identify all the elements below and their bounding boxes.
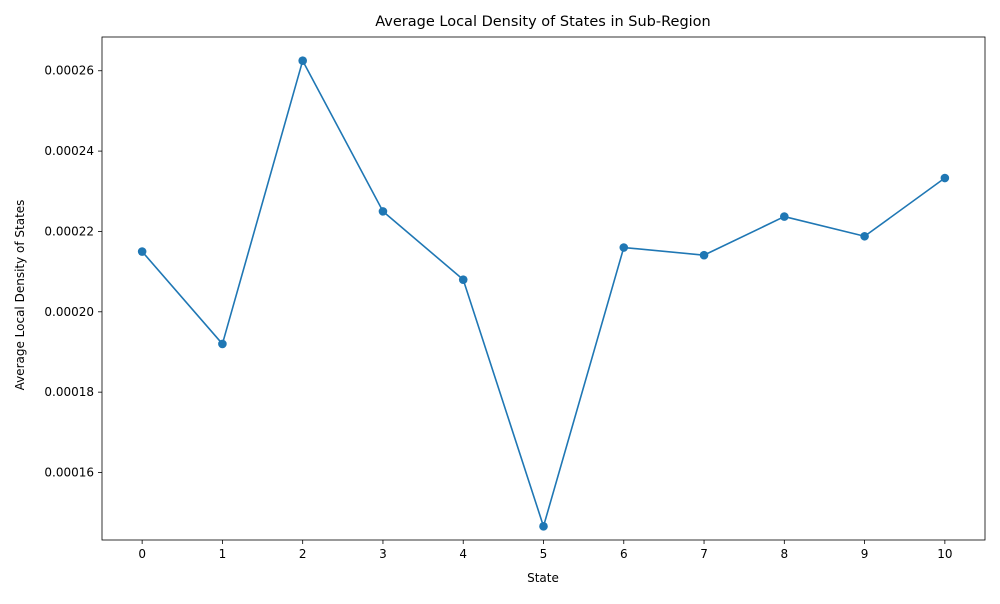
x-tick-label: 2: [299, 547, 307, 561]
data-point: [137, 247, 147, 256]
data-point: [860, 231, 869, 241]
plot-area: 0 1 2 3 4 5 6 7 8 9 10 0.00016 0.00018 0.00020 0.00022…: [44, 36, 986, 561]
x-tick-label: 6: [620, 547, 628, 561]
data-point: [218, 339, 227, 349]
x-tick-label: 1: [219, 547, 227, 561]
data-point: [298, 56, 307, 66]
x-tick-label: 7: [700, 547, 708, 561]
x-tick-label: 8: [780, 547, 788, 561]
data-point: [539, 522, 548, 531]
x-tick-label: 10: [937, 547, 952, 561]
data-point: [699, 250, 709, 260]
data-point: [458, 275, 468, 284]
y-tick-label: 0.00022: [44, 224, 94, 238]
x-tick-label: 4: [459, 547, 467, 561]
y-tick-label: 0.00020: [44, 305, 94, 319]
chart-title: Average Local Density of States in Sub-R…: [375, 14, 711, 30]
y-tick-label: 0.00018: [44, 385, 94, 399]
y-tick-label: 0.00024: [44, 144, 94, 158]
x-axis-label: State: [527, 571, 559, 585]
data-point: [780, 212, 789, 221]
data-point: [940, 173, 950, 183]
y-tick-label: 0.00016: [44, 466, 94, 480]
x-tick-label: 0: [138, 547, 146, 561]
y-tick-label: 0.00026: [44, 64, 94, 78]
data-point: [619, 243, 629, 252]
x-tick-label: 9: [861, 547, 869, 561]
y-axis-label: Average Local Density of States: [13, 200, 27, 391]
x-tick-label: 5: [540, 547, 548, 561]
x-tick-label: 3: [379, 547, 387, 561]
data-point: [378, 207, 388, 216]
